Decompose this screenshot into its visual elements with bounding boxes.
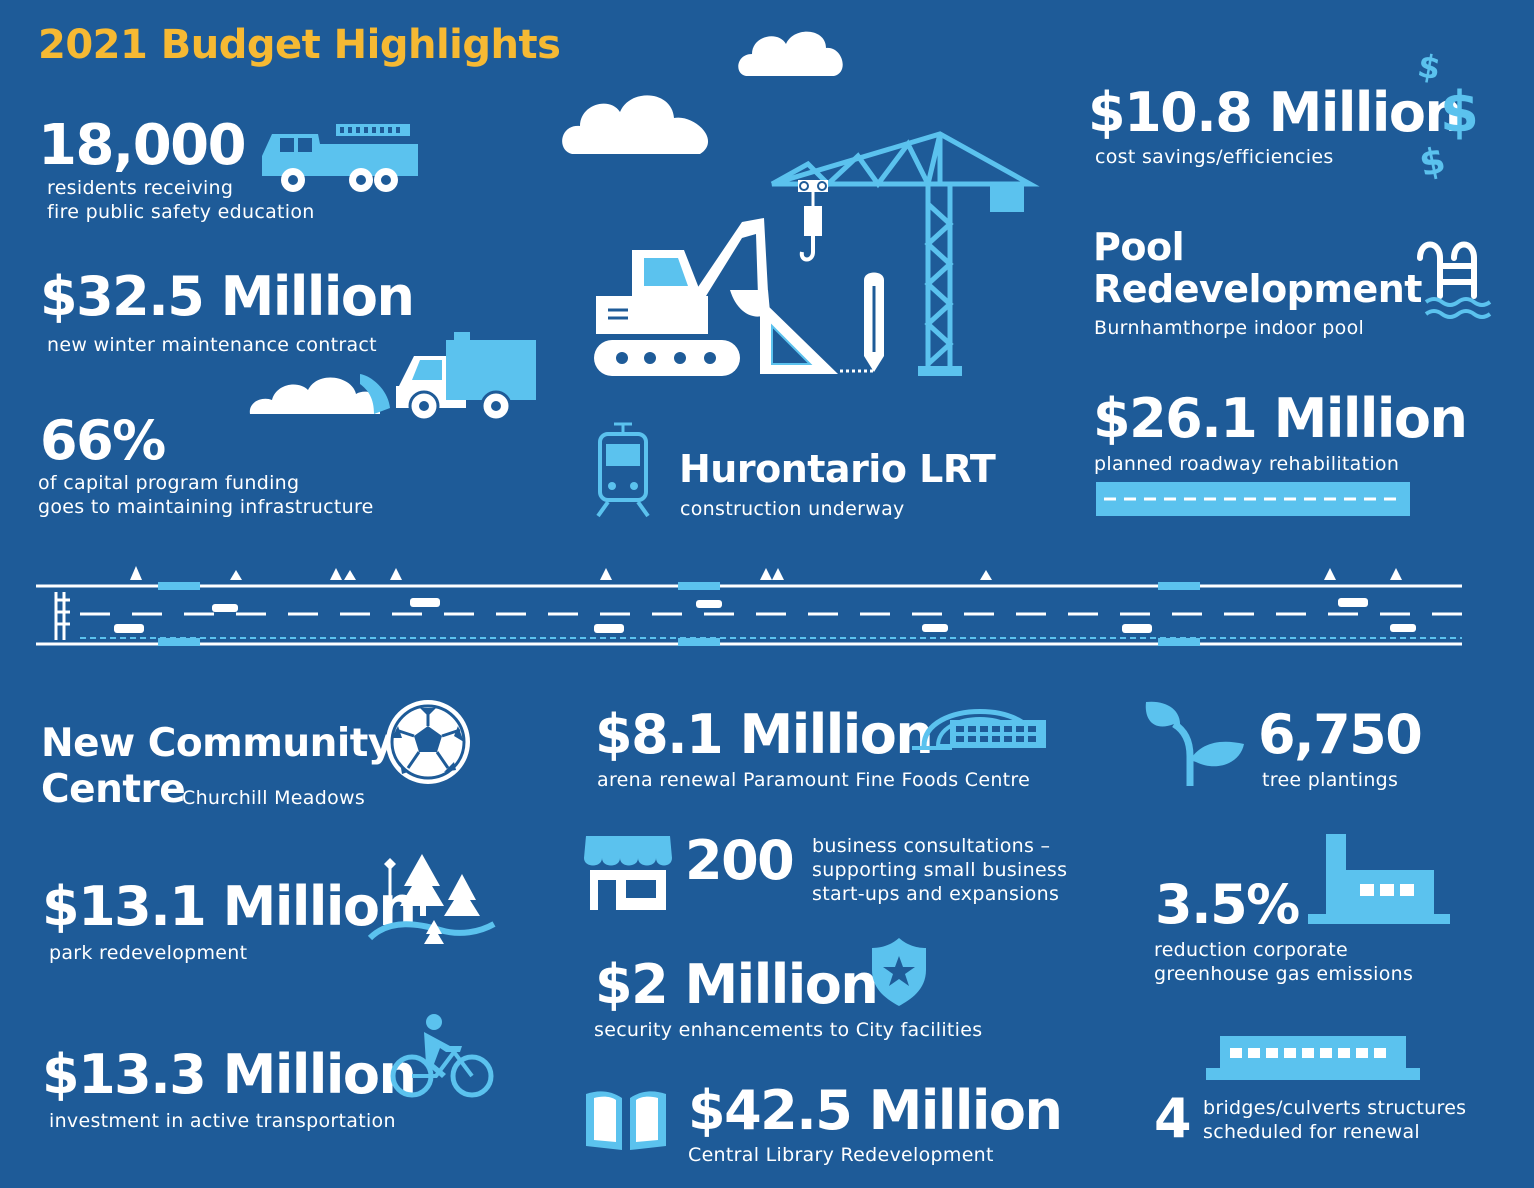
stat-savings-value: $10.8 Million [1088, 81, 1463, 144]
lrt-title: Hurontario LRT [679, 447, 996, 491]
stat-capital-funding-value: 66% [40, 409, 166, 472]
stat-active-transport-caption: investment in active transportation [49, 1110, 396, 1132]
cyclist-icon [390, 1014, 494, 1098]
stat-security-value: $2 Million [595, 953, 879, 1016]
fire-truck-icon [262, 124, 418, 192]
stat-bridges-caption-1: bridges/culverts structures [1203, 1097, 1467, 1119]
dollar-icon: $ [1416, 139, 1450, 186]
stat-park-caption: park redevelopment [49, 942, 248, 964]
lrt-caption: construction underway [680, 498, 905, 520]
dollar-icon: $ [1440, 80, 1479, 145]
pool-title-line-2: Redevelopment [1093, 267, 1422, 311]
stat-emissions-caption-1: reduction corporate [1154, 939, 1348, 961]
cloud-icon [738, 31, 843, 76]
stat-capital-funding-caption-1: of capital program funding [38, 472, 300, 494]
stat-savings-caption: cost savings/efficiencies [1095, 146, 1334, 168]
stat-winter-maintenance-value: $32.5 Million [40, 265, 415, 328]
plant-sprout-icon [1145, 701, 1244, 786]
stat-capital-funding-caption-2: goes to maintaining infrastructure [38, 496, 374, 518]
set-square-icon [760, 298, 838, 374]
cloud-icon [562, 95, 709, 154]
train-icon [596, 422, 650, 518]
stat-arena-caption: arena renewal Paramount Fine Foods Centr… [597, 769, 1031, 791]
stat-fire-education-value: 18,000 [38, 113, 247, 178]
bridge-icon [1206, 1036, 1420, 1080]
crane-icon [770, 131, 1040, 376]
arena-dome-icon [912, 709, 1046, 750]
police-badge-icon [872, 938, 926, 1006]
stat-roadway-caption: planned roadway rehabilitation [1094, 453, 1400, 475]
road-icon [1096, 482, 1410, 516]
stat-trees-caption: tree plantings [1262, 769, 1399, 791]
stat-park-value: $13.1 Million [42, 875, 417, 938]
stat-trees-value: 6,750 [1258, 703, 1423, 766]
stat-arena-value: $8.1 Million [595, 703, 934, 766]
stat-fire-education-caption-1: residents receiving [47, 177, 234, 199]
soccer-ball-icon [386, 700, 470, 784]
dotted-line [840, 369, 876, 373]
stat-business-caption-2: supporting small business [812, 859, 1068, 881]
stat-business-caption-1: business consultations – [812, 835, 1051, 857]
excavator-icon [594, 218, 770, 376]
stat-fire-education-caption-2: fire public safety education [47, 201, 315, 223]
stat-business-caption-3: start-ups and expansions [812, 883, 1060, 905]
community-caption: Churchill Meadows [182, 787, 366, 809]
pencil-icon [864, 272, 884, 372]
road-band [36, 566, 1462, 646]
stat-business-value: 200 [685, 829, 795, 892]
stat-bridges-value: 4 [1154, 1087, 1192, 1150]
community-title-line-1: New Community [41, 721, 393, 766]
open-book-icon [586, 1091, 666, 1150]
stat-library-value: $42.5 Million [688, 1079, 1063, 1142]
stat-bridges-caption-2: scheduled for renewal [1203, 1121, 1420, 1143]
snow-plow-truck-icon [249, 332, 536, 422]
storefront-icon [584, 836, 672, 910]
park-trees-icon [367, 854, 496, 944]
stat-roadway-value: $26.1 Million [1093, 387, 1468, 450]
factory-icon [1308, 834, 1450, 924]
stat-winter-maintenance-caption: new winter maintenance contract [47, 334, 377, 356]
stat-library-caption: Central Library Redevelopment [688, 1144, 994, 1166]
stat-emissions-value: 3.5% [1155, 873, 1300, 936]
stat-security-caption: security enhancements to City facilities [594, 1019, 983, 1041]
page-title: 2021 Budget Highlights [38, 22, 561, 68]
pool-ladder-icon [1417, 241, 1492, 319]
pool-title-line-1: Pool [1093, 225, 1185, 269]
community-title-line-2: Centre [41, 767, 186, 812]
stat-active-transport-value: $13.3 Million [42, 1043, 417, 1106]
stat-emissions-caption-2: greenhouse gas emissions [1154, 963, 1414, 985]
pool-caption: Burnhamthorpe indoor pool [1094, 317, 1365, 339]
